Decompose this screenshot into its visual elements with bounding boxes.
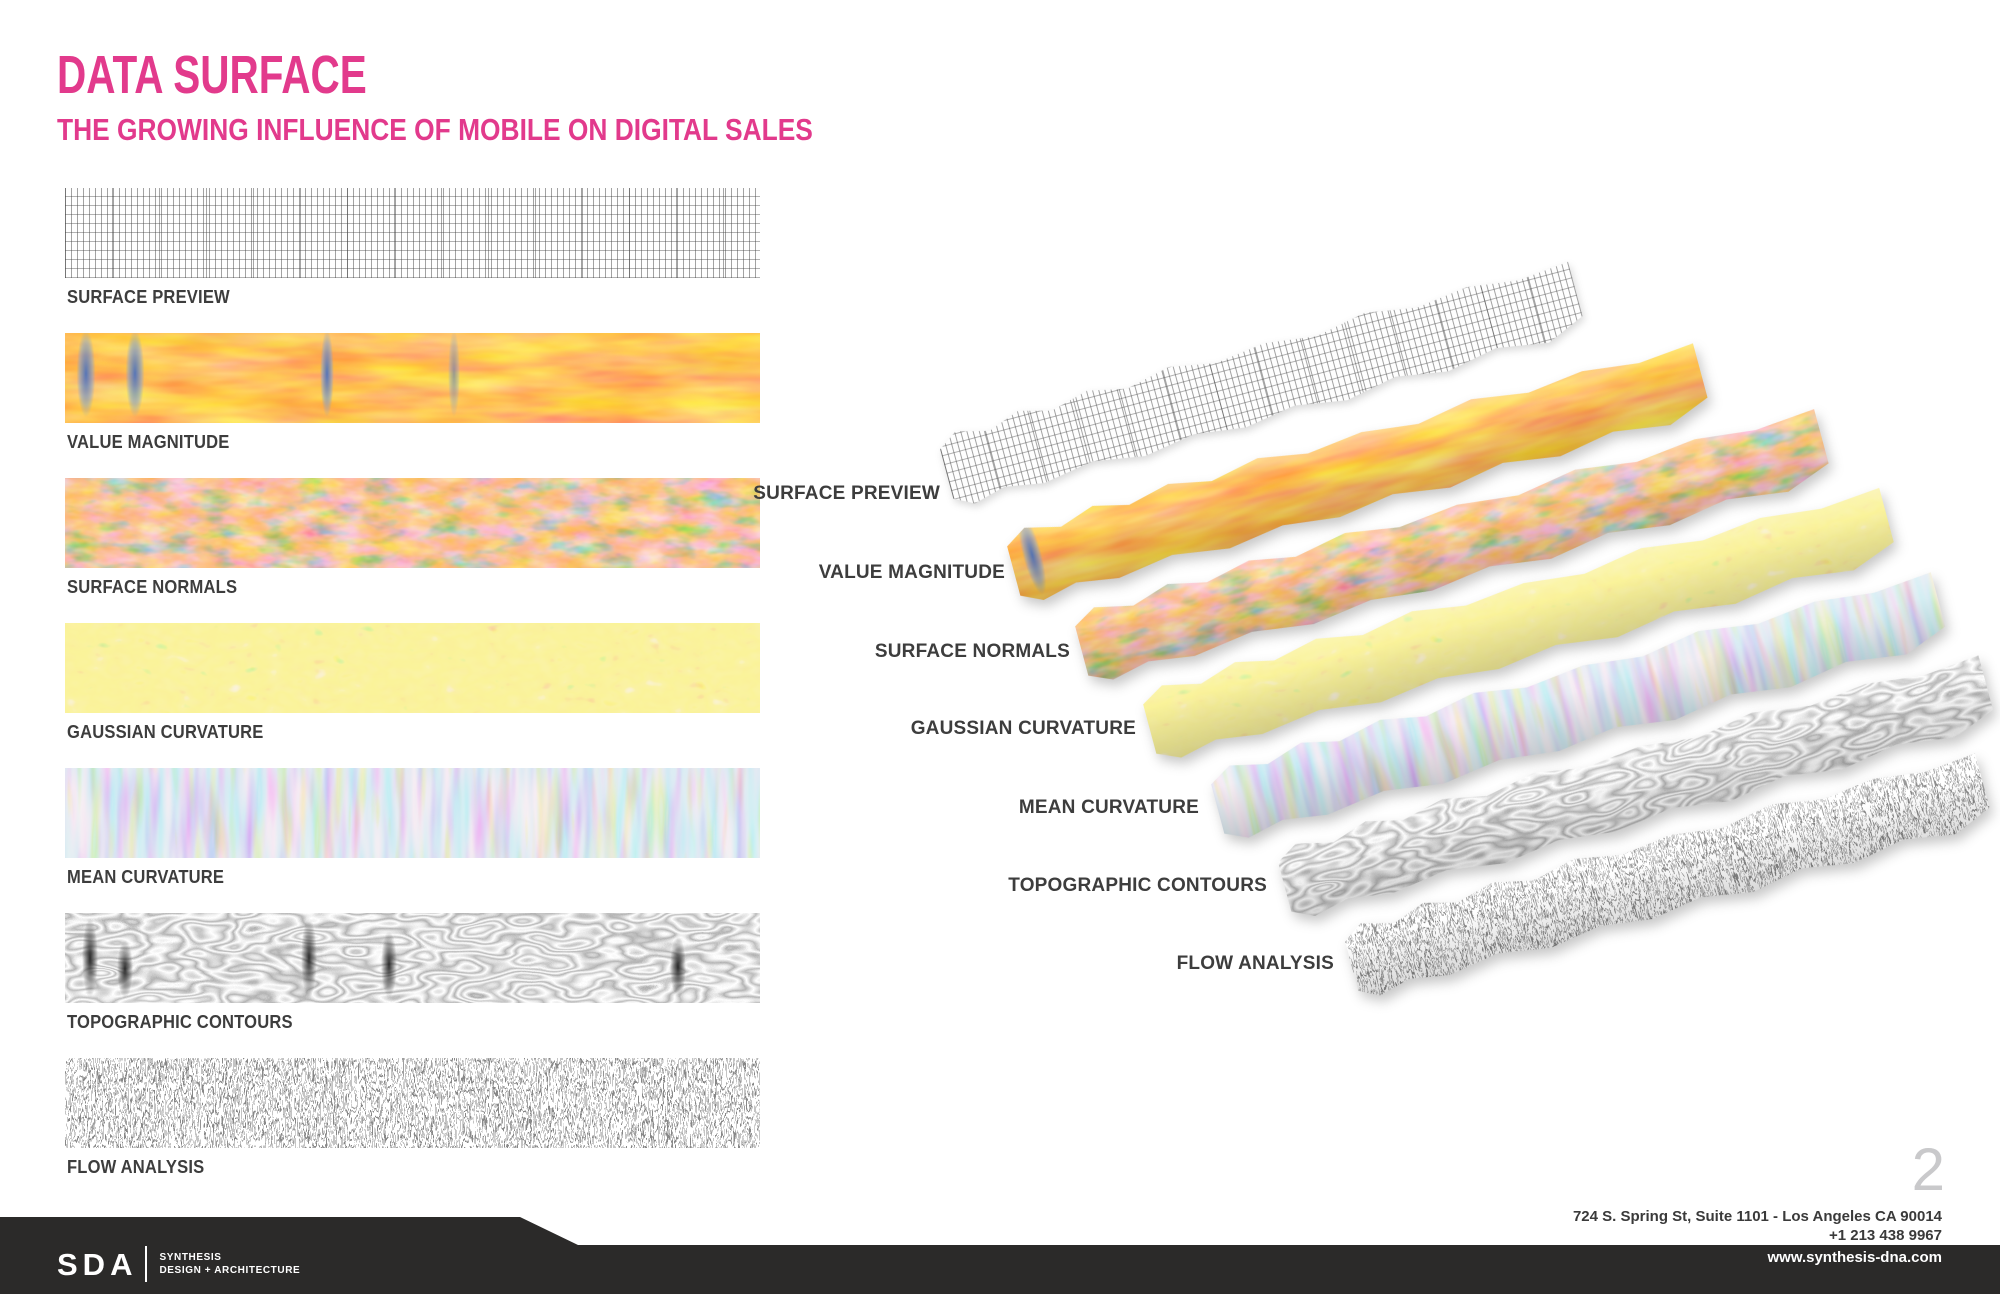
logo-divider	[145, 1246, 148, 1282]
gaussian-curvature-texture	[65, 623, 760, 713]
mean-curvature-strip	[65, 768, 760, 858]
stack-label-mean-curvature: MEAN CURVATURE	[1018, 797, 1199, 818]
footer-address: 724 S. Spring St, Suite 1101 - Los Angel…	[1572, 1208, 1942, 1225]
stack-label-surface-preview: SURFACE PREVIEW	[753, 483, 940, 504]
blue-streak	[75, 333, 98, 423]
contour-dark-blob	[301, 918, 318, 998]
blue-streak	[124, 333, 147, 423]
flow-analysis-label: FLOW ANALYSIS	[67, 1157, 205, 1177]
value-magnitude-label: VALUE MAGNITUDE	[67, 432, 230, 452]
ribbon-mean-curvature-texture	[1205, 567, 1951, 843]
contour-dark-blob	[381, 931, 398, 998]
gaussian-curvature-strip	[65, 623, 760, 713]
page-number: 2	[1911, 1136, 1945, 1203]
flow-analysis-strip	[65, 1058, 760, 1148]
sda-logo: SDA	[57, 1246, 138, 1282]
value-magnitude-texture	[65, 333, 760, 423]
stack-label-topographic-contours: TOPOGRAPHIC CONTOURS	[1008, 875, 1267, 896]
footer-website: www.synthesis-dna.com	[1767, 1249, 1943, 1266]
topographic-contours-label: TOPOGRAPHIC CONTOURS	[67, 1012, 293, 1032]
ribbon-surface-normals	[1069, 404, 1835, 685]
stack-label-flow-analysis: FLOW ANALYSIS	[1176, 953, 1334, 974]
logo-subtext-line2: DESIGN + ARCHITECTURE	[159, 1265, 301, 1276]
mean-curvature-texture	[65, 768, 760, 858]
ribbon-surface-normals-texture	[1069, 404, 1835, 685]
gaussian-curvature-label: GAUSSIAN CURVATURE	[67, 722, 264, 742]
ribbon-value-magnitude-texture	[1001, 338, 1714, 605]
blue-streak	[447, 333, 462, 423]
stack-label-value-magnitude: VALUE MAGNITUDE	[818, 562, 1005, 583]
contour-dark-blob	[117, 940, 134, 998]
surface-preview-strip	[65, 188, 760, 278]
surface-normals-label: SURFACE NORMALS	[67, 577, 238, 597]
ribbon-gaussian-curvature-texture	[1137, 483, 1900, 764]
blue-streak	[318, 333, 335, 423]
surface-normals-strip	[65, 478, 760, 568]
ribbon-topographic-contours-texture	[1272, 651, 1999, 922]
company-logo: SDA SYNTHESIS DESIGN + ARCHITECTURE	[57, 1244, 300, 1284]
topographic-contours-strip	[65, 913, 760, 1003]
ribbon-flow-analysis	[1339, 748, 1996, 1000]
mean-curvature-label: MEAN CURVATURE	[67, 867, 225, 887]
page-subtitle: THE GROWING INFLUENCE OF MOBILE ON DIGIT…	[57, 112, 813, 147]
contour-dark-blob	[82, 918, 99, 998]
stack-label-gaussian-curvature: GAUSSIAN CURVATURE	[910, 718, 1136, 739]
flow-analysis-texture	[65, 1058, 760, 1148]
ribbon-flow-analysis-texture	[1339, 748, 1996, 1000]
ribbon-value-magnitude	[1001, 338, 1714, 605]
footer-phone: +1 213 438 9967	[1828, 1227, 1942, 1244]
value-magnitude-strip	[65, 333, 760, 423]
logo-subtext: SYNTHESIS DESIGN + ARCHITECTURE	[159, 1251, 300, 1277]
page-title: DATA SURFACE	[57, 45, 367, 105]
ribbon-mean-curvature	[1205, 567, 1951, 843]
contour-dark-blob	[669, 935, 686, 998]
topographic-contours-texture	[65, 913, 760, 1003]
surface-normals-texture	[65, 478, 760, 568]
ribbon-gaussian-curvature	[1137, 483, 1900, 764]
ribbon-topographic-contours	[1272, 651, 1999, 922]
footer-bar	[0, 1217, 2000, 1294]
logo-subtext-line1: SYNTHESIS	[159, 1252, 222, 1263]
stack-label-surface-normals: SURFACE NORMALS	[874, 641, 1070, 662]
surface-preview-label: SURFACE PREVIEW	[67, 287, 230, 307]
